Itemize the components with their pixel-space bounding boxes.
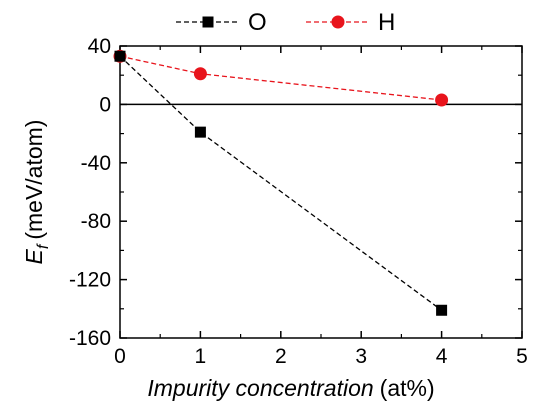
y-tick-label: -120	[69, 269, 111, 292]
data-point-o	[114, 50, 126, 62]
y-axis-label: Ef (meV/atom)	[21, 120, 52, 265]
x-tick-label: 5	[516, 345, 528, 368]
data-point-h	[435, 93, 449, 107]
series-line-h	[119, 55, 442, 101]
y-tick-label: -40	[81, 152, 111, 175]
x-tick-label: 2	[275, 345, 287, 368]
x-axis-label-main: Impurity concentration	[147, 375, 373, 401]
y-tick-label: 40	[88, 35, 111, 58]
y-tick-label: 0	[99, 93, 111, 116]
legend-label: H	[378, 9, 395, 36]
plot-frame	[119, 45, 523, 339]
data-point-h	[193, 67, 207, 81]
legend-marker	[202, 16, 214, 28]
legend-item-o: O	[176, 9, 267, 36]
series-line-o	[119, 55, 442, 311]
legend-item-h: H	[306, 9, 395, 36]
series-layer	[113, 49, 449, 316]
x-tick-label: 0	[114, 345, 126, 368]
y-axis-label-unit: (meV/atom)	[21, 120, 47, 240]
axis-ticks: 0 1 2 3 4 5 40 0 -40 -80 -120 -160	[69, 35, 528, 368]
x-axis-label: Impurity concentration (at%)	[147, 375, 434, 401]
x-tick-label: 1	[195, 345, 207, 368]
legend-marker	[331, 15, 345, 29]
data-point-o	[194, 126, 206, 138]
x-axis-label-unit: (at%)	[380, 375, 435, 401]
series-o	[114, 50, 448, 316]
y-axis-label-subscript: f	[35, 243, 52, 249]
legend-label: O	[248, 9, 267, 36]
x-tick-label: 4	[436, 345, 448, 368]
y-tick-label: -80	[81, 210, 111, 233]
data-point-o	[436, 304, 448, 316]
y-tick-label: -160	[69, 327, 111, 350]
y-axis-label-symbol: E	[21, 248, 47, 264]
x-tick-label: 3	[355, 345, 367, 368]
